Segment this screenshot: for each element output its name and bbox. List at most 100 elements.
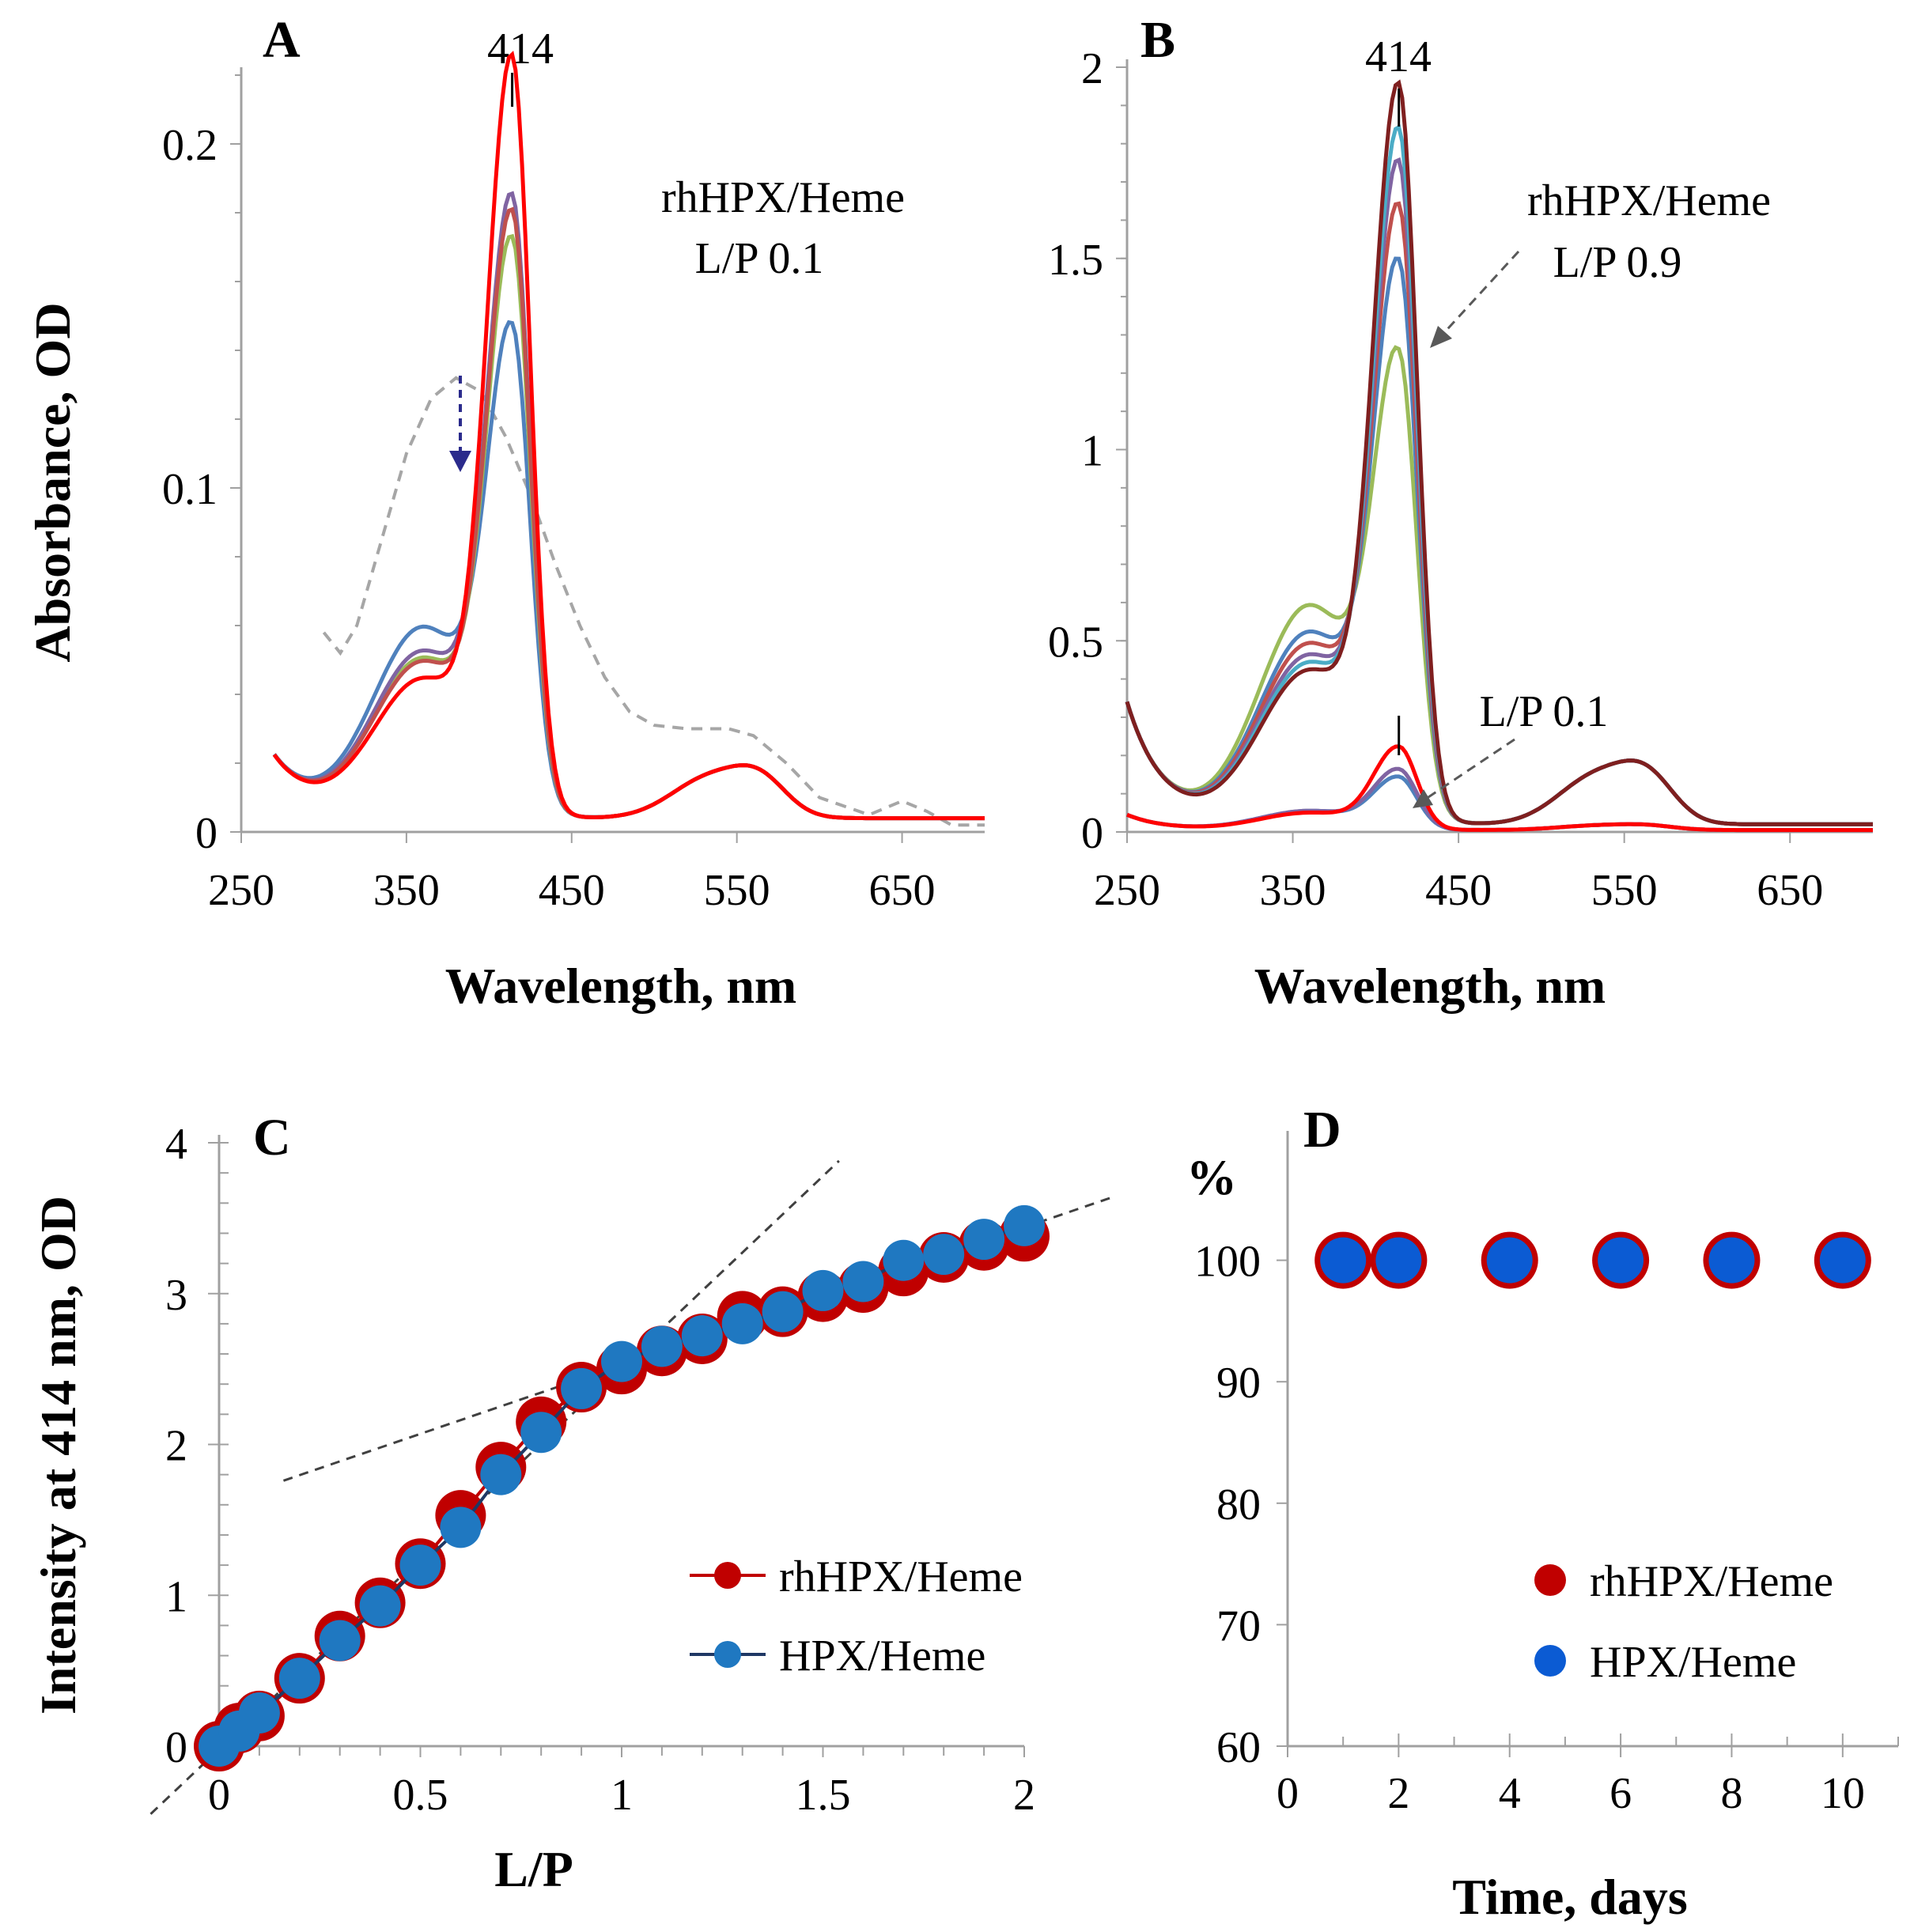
panel-a-peak-label: 414 [487,25,554,74]
panel-b-peak-label: 414 [1365,32,1432,81]
series-spectrum-4 [272,206,985,821]
panel-c-legend-label-hpx: HPX/Heme [779,1631,985,1681]
panel-b-annotation-high-ratio: L/P 0.9 [1553,238,1682,287]
panel-c-legend: rhHPX/Heme HPX/Heme [690,1552,1023,1681]
panel-a-spectra-chart: A Wavelength, nm Absorbance, OD 414 rhHP… [25,11,985,1014]
series-line-hpx [218,1224,1025,1748]
x-tick-label: 0 [208,1771,230,1820]
series-spectrum-3 [272,191,985,821]
y-tick-label: 0 [1081,809,1103,858]
annotation-arrow-low-head [1413,789,1433,808]
data-point-hpx [480,1454,522,1495]
series-spectrum-2 [272,233,985,821]
panel-b-plot-area: 250 350 450 550 650 0 0.5 1 1.5 2 [1048,44,1873,915]
panel-b-annotation-sample: rhHPX/Heme [1527,176,1771,225]
x-tick-label: 6 [1610,1769,1632,1818]
y-tick-label: 2 [165,1422,187,1471]
panel-c-titration-chart: C L/P Intensity at 414 nm, OD 0 0.5 1 1.5 20… [30,1109,1114,1897]
panel-d-stability-chart: D Time, days % 0 2 4 6 8 10 60 70 80 90 100 rhHPX/… [1186,1101,1899,1925]
annotation-arrow-high-head [1430,326,1452,348]
data-point-hpx [1819,1237,1866,1284]
y-tick-label: 70 [1216,1601,1261,1650]
x-tick-label: 4 [1499,1769,1521,1818]
panel-c-x-axis-title: L/P [494,1841,573,1897]
y-tick-label: 0.5 [1048,618,1103,667]
panel-c-plot-area: 0 0.5 1 1.5 2 0 1 2 3 4 [149,1120,1114,1820]
y-tick-label: 60 [1216,1723,1261,1772]
x-tick-label: 2 [1387,1769,1409,1818]
y-tick-label: 1 [1081,427,1103,476]
x-tick-label: 450 [539,866,605,915]
panel-a-x-axis-title: Wavelength, nm [445,958,796,1014]
data-point-hpx [963,1219,1005,1261]
panel-c-legend-label-rhhpx: rhHPX/Heme [779,1552,1023,1601]
panel-a-annotation-ratio: L/P 0.1 [695,234,824,283]
panel-b-annotation-low-ratio: L/P 0.1 [1480,687,1609,736]
data-point-hpx [721,1302,763,1344]
data-point-hpx [601,1340,642,1382]
series-spectrum-1 [272,319,985,821]
data-point-hpx [1486,1237,1533,1284]
data-point-hpx [238,1692,280,1734]
x-tick-label: 0 [1277,1769,1299,1818]
panel-d-legend-marker-hpx [1534,1645,1566,1677]
x-tick-label: 250 [1094,866,1160,915]
series-heme-free-dashed [322,376,985,827]
y-tick-label: 2 [1081,44,1103,93]
panel-d-y-axis-title: % [1186,1149,1237,1205]
y-tick-label: 4 [165,1120,187,1169]
data-point-hpx [883,1239,925,1281]
panel-a-y-axis-title: Absorbance, OD [25,302,81,662]
panel-b-spectra-chart: B Wavelength, nm 414 rhHPX/Heme L/P 0.9 … [1048,11,1873,1014]
annotation-arrow-high-shaft [1439,250,1520,338]
series-spectrum-5 [272,51,985,821]
data-point-hpx [520,1412,562,1454]
y-tick-label: 3 [165,1271,187,1320]
panel-c-legend-marker-hpx [714,1641,741,1668]
x-tick-label: 1 [611,1771,633,1820]
annotation-arrow-low-shaft [1423,738,1515,802]
y-tick-label: 0 [195,809,218,858]
y-tick-label: 0.1 [162,465,218,514]
x-tick-label: 550 [704,866,770,915]
x-tick-label: 1.5 [796,1771,851,1820]
panel-d-legend-label-hpx: HPX/Heme [1590,1638,1796,1687]
data-point-hpx [1004,1204,1045,1246]
y-tick-label: 1.5 [1048,236,1103,285]
panel-c-letter: C [253,1109,291,1166]
panel-a-plot-area: 250 350 450 550 650 0 0.1 0.2 [162,51,985,915]
panel-b-letter: B [1140,11,1175,69]
data-point-hpx [561,1367,603,1409]
panel-d-x-axis-title: Time, days [1452,1869,1688,1925]
panel-d-letter: D [1303,1101,1341,1159]
panel-d-legend: rhHPX/Heme HPX/Heme [1534,1557,1833,1687]
y-tick-label: 100 [1194,1238,1261,1287]
x-tick-label: 0.5 [393,1771,448,1820]
data-point-hpx [1708,1237,1755,1284]
data-point-hpx [319,1620,361,1662]
panel-a-letter: A [263,11,301,69]
x-tick-label: 2 [1013,1771,1035,1820]
panel-c-legend-marker-rhhpx [714,1562,741,1589]
y-tick-label: 0 [165,1723,187,1772]
panel-d-legend-label-rhhpx: rhHPX/Heme [1590,1557,1833,1606]
y-tick-label: 80 [1216,1480,1261,1529]
x-tick-label: 8 [1720,1769,1742,1818]
data-point-hpx [802,1269,844,1311]
x-tick-label: 550 [1591,866,1658,915]
x-tick-label: 350 [373,866,440,915]
decrease-arrow-head [449,451,471,472]
x-tick-label: 650 [1757,866,1823,915]
series-low-ratio-9 [1126,744,1873,833]
data-point-hpx [641,1325,683,1367]
data-point-hpx [1598,1237,1644,1284]
x-tick-label: 10 [1821,1769,1865,1818]
panel-b-x-axis-title: Wavelength, nm [1254,958,1606,1014]
data-point-hpx [842,1261,884,1302]
series-high-ratio-6 [1125,79,1873,826]
y-tick-label: 1 [165,1572,187,1621]
data-point-hpx [923,1234,965,1276]
y-tick-label: 0.2 [162,121,218,170]
y-tick-label: 90 [1216,1359,1261,1408]
